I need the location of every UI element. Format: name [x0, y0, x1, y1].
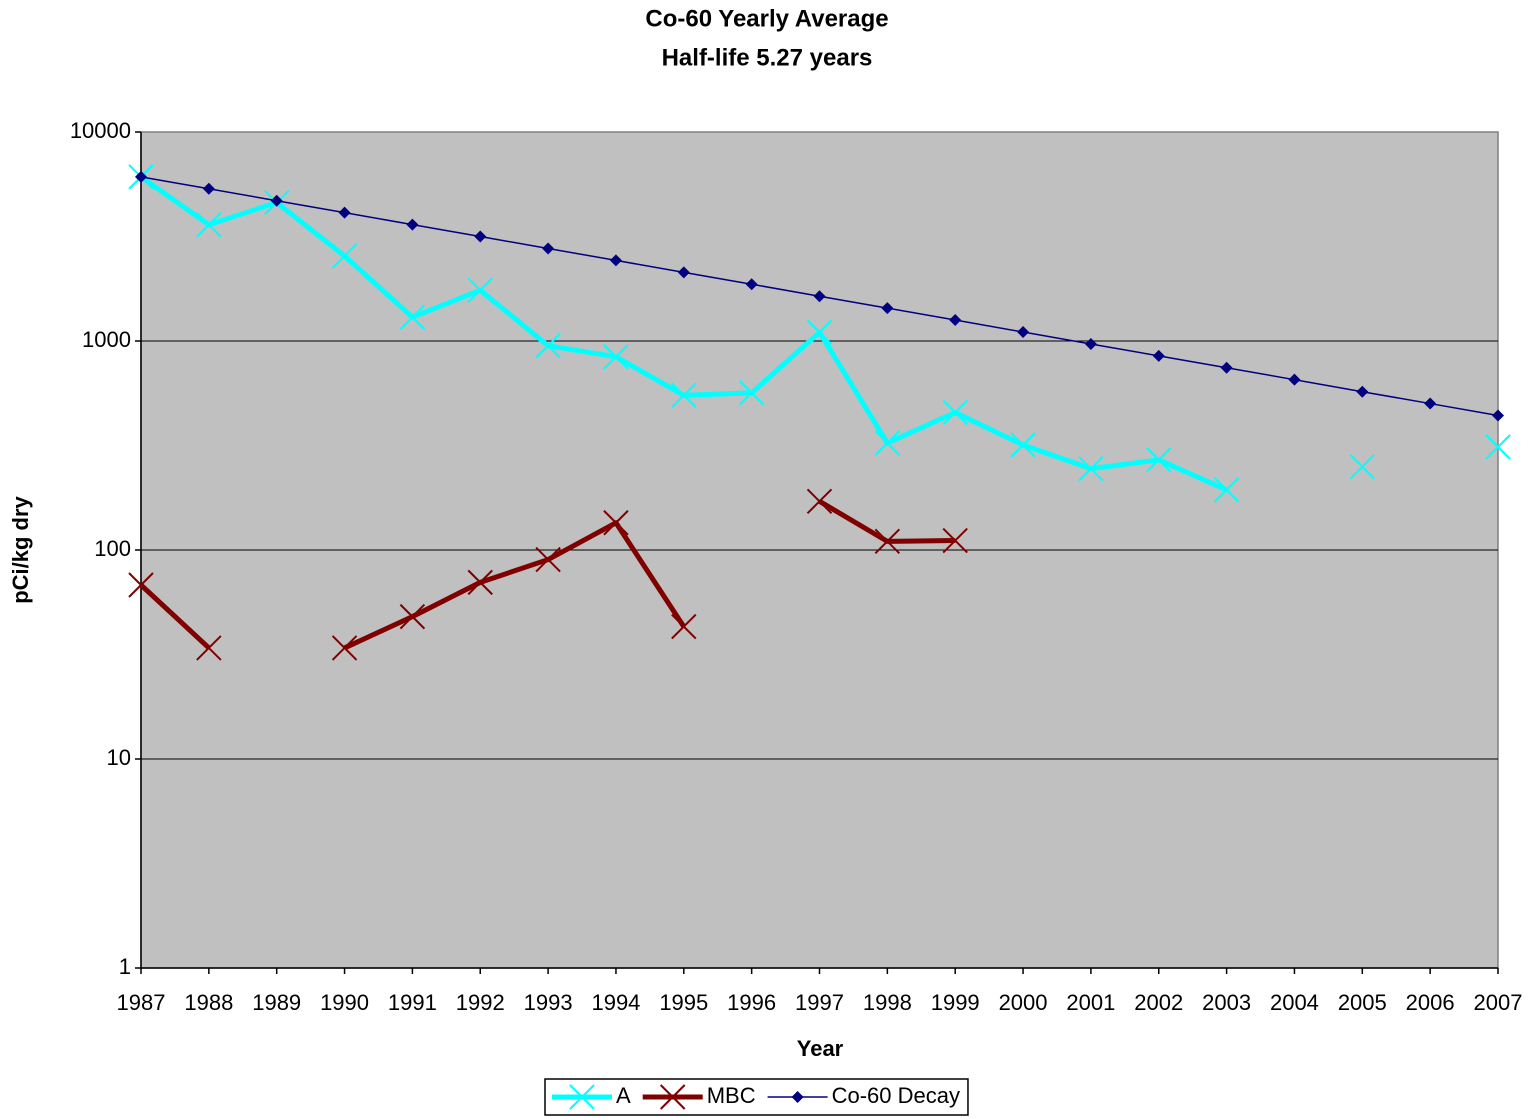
x-tick-label: 2007	[1474, 990, 1523, 1015]
x-tick-label: 1999	[931, 990, 980, 1015]
legend-label: A	[616, 1083, 631, 1108]
x-tick-label: 1989	[252, 990, 301, 1015]
marker	[1017, 326, 1030, 339]
marker	[135, 170, 147, 183]
marker	[1424, 397, 1437, 410]
marker	[881, 302, 894, 315]
marker	[1220, 361, 1233, 374]
marker	[806, 319, 833, 346]
x-tick-label: 2002	[1134, 990, 1183, 1015]
x-tick-label: 1997	[795, 990, 844, 1015]
marker	[738, 380, 765, 406]
y-axis-label: pCi/kg dry	[8, 495, 33, 603]
x-tick-label: 2005	[1338, 990, 1387, 1015]
x-tick-label: 1994	[591, 990, 640, 1015]
marker	[609, 254, 622, 267]
marker	[128, 572, 154, 598]
marker	[270, 194, 283, 207]
marker	[331, 635, 358, 661]
y-tick-label: 100	[94, 536, 131, 561]
marker	[331, 243, 358, 269]
x-tick-label: 1987	[117, 990, 166, 1015]
marker	[196, 212, 222, 238]
chart-title: Co-60 Yearly Average	[645, 5, 888, 32]
x-tick-label: 2000	[999, 990, 1048, 1015]
marker	[659, 1084, 686, 1110]
marker	[1485, 434, 1511, 460]
marker	[671, 382, 697, 408]
marker	[1146, 447, 1172, 473]
x-tick-label: 1991	[388, 990, 437, 1015]
marker	[942, 527, 968, 554]
legend-box	[544, 1078, 969, 1116]
y-tick-label: 10	[107, 745, 131, 770]
marker	[874, 430, 901, 456]
marker	[1492, 409, 1504, 422]
marker	[1356, 385, 1369, 398]
chart-subtitle: Half-life 5.27 years	[662, 44, 873, 71]
marker	[677, 266, 690, 279]
marker	[338, 206, 351, 219]
legend-label: MBC	[707, 1083, 756, 1108]
marker	[1010, 432, 1036, 458]
marker	[399, 603, 426, 630]
x-tick-label: 1990	[320, 990, 369, 1015]
x-tick-label: 2006	[1406, 990, 1455, 1015]
x-tick-label: 2001	[1066, 990, 1115, 1015]
marker	[603, 344, 629, 370]
marker	[671, 613, 697, 640]
marker	[196, 635, 222, 661]
marker	[467, 277, 493, 303]
x-tick-label: 1992	[456, 990, 505, 1015]
marker	[1084, 337, 1097, 350]
marker	[1213, 477, 1240, 503]
marker	[202, 182, 215, 195]
marker	[1288, 373, 1301, 386]
legend-label: Co-60 Decay	[832, 1083, 960, 1108]
marker	[942, 399, 968, 426]
marker	[535, 546, 561, 573]
marker	[1349, 454, 1376, 480]
x-tick-label: 2003	[1202, 990, 1251, 1015]
marker	[874, 528, 901, 555]
marker	[569, 1084, 595, 1110]
marker	[813, 290, 826, 303]
x-tick-label: 1995	[659, 990, 708, 1015]
marker	[745, 278, 758, 291]
marker	[474, 230, 487, 243]
marker	[806, 488, 833, 515]
x-tick-label: 1996	[727, 990, 776, 1015]
x-tick-label: 1998	[863, 990, 912, 1015]
y-tick-label: 1000	[82, 327, 131, 352]
x-axis-label: Year	[797, 1036, 844, 1061]
marker	[949, 314, 962, 327]
marker	[791, 1091, 804, 1103]
legend: A MBC Co-60 Decay	[544, 1078, 969, 1116]
x-tick-label: 2004	[1270, 990, 1319, 1015]
marker	[1152, 349, 1165, 362]
marker	[406, 218, 419, 231]
marker	[535, 332, 561, 359]
y-tick-label: 10000	[70, 118, 131, 143]
marker	[467, 569, 493, 596]
x-tick-label: 1993	[524, 990, 573, 1015]
marker	[1078, 455, 1104, 482]
marker	[399, 304, 426, 330]
x-tick-label: 1988	[184, 990, 233, 1015]
y-tick-label: 1	[119, 954, 131, 979]
marker	[603, 510, 629, 536]
marker	[542, 242, 555, 255]
